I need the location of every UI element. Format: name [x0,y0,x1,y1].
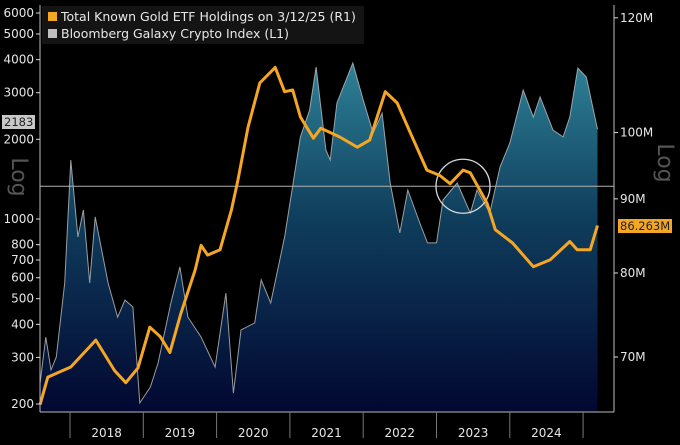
right-axis-label: Log [652,143,677,183]
left-tick-label: 3000 [3,86,34,100]
x-tick-label: 2023 [458,426,489,440]
left-tick-label: 4000 [3,53,34,67]
x-tick-label: 2021 [311,426,342,440]
legend-label-gold: Total Known Gold ETF Holdings on 3/12/25… [61,9,356,24]
x-tick-label: 2024 [531,426,562,440]
legend-swatch-gold [48,12,57,21]
right-tick-label: 100M [620,126,653,140]
legend-entry-gold: Total Known Gold ETF Holdings on 3/12/25… [48,8,364,25]
right-tick-label: 80M [620,266,646,280]
legend-swatch-crypto [48,29,57,38]
right-tick-label: 120M [620,11,653,25]
x-tick-label: 2022 [385,426,416,440]
left-tick-label: 300 [11,350,34,364]
left-tick-label: 400 [11,317,34,331]
left-tick-label: 1000 [3,212,34,226]
right-tick-label: 70M [620,350,646,364]
right-last-value-tag: 86.263M [618,219,673,233]
left-tick-label: 2000 [3,132,34,146]
crypto-area [40,63,598,412]
left-last-value-tag: 2183 [2,115,36,129]
left-tick-label: 800 [11,238,34,252]
left-tick-label: 200 [11,397,34,411]
gold-line [38,65,599,406]
left-tick-label: 600 [11,271,34,285]
left-tick-label: 6000 [3,6,34,20]
x-tick-label: 2018 [91,426,122,440]
legend: Total Known Gold ETF Holdings on 3/12/25… [42,6,364,44]
left-tick-label: 500 [11,292,34,306]
right-tick-label: 90M [620,192,646,206]
legend-entry-crypto: Bloomberg Galaxy Crypto Index (L1) [48,25,364,42]
highlight-circle [435,158,491,214]
x-tick-label: 2019 [165,426,196,440]
legend-label-crypto: Bloomberg Galaxy Crypto Index (L1) [61,26,289,41]
left-tick-label: 700 [11,253,34,267]
left-axis-label: Log [6,157,31,197]
x-tick-label: 2020 [238,426,269,440]
left-tick-label: 5000 [3,27,34,41]
